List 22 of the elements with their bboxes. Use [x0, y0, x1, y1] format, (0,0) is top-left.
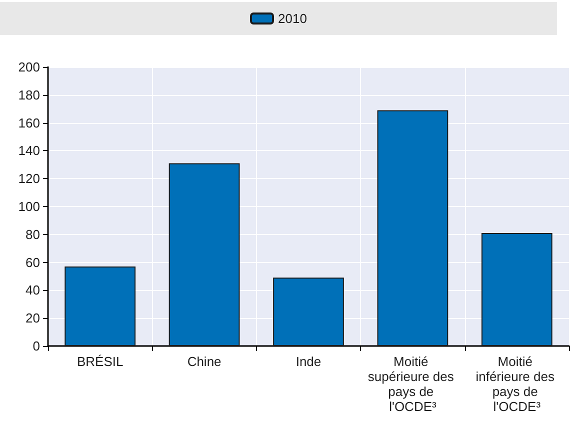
x-tick-label: Moitié inférieure des pays de l'OCDE³ — [476, 354, 558, 414]
bar — [168, 163, 240, 346]
y-tick-label: 120 — [18, 171, 40, 186]
x-tick-label: Inde — [296, 354, 322, 369]
x-tick-label: Chine — [187, 354, 222, 369]
y-tick-label: 180 — [18, 87, 40, 102]
bar — [64, 266, 136, 346]
y-tick-label: 80 — [26, 226, 40, 242]
y-tick-label: 20 — [26, 310, 40, 326]
y-tick-label: 160 — [18, 115, 40, 130]
x-tick-label: Moitié supérieure des pays de l'OCDE³ — [368, 354, 458, 414]
y-tick-label: 140 — [18, 143, 40, 158]
y-tick-label: 60 — [26, 254, 40, 270]
y-tick-label: 40 — [26, 282, 40, 298]
bar — [273, 278, 344, 346]
y-tick-label: 0 — [32, 338, 40, 354]
x-tick-label: BRÉSIL — [76, 354, 124, 369]
bar — [481, 233, 552, 346]
bar — [377, 110, 448, 346]
legend-label: 2010 — [278, 11, 307, 26]
y-tick-label: 200 — [18, 60, 40, 74]
y-tick-label: 100 — [18, 199, 40, 214]
